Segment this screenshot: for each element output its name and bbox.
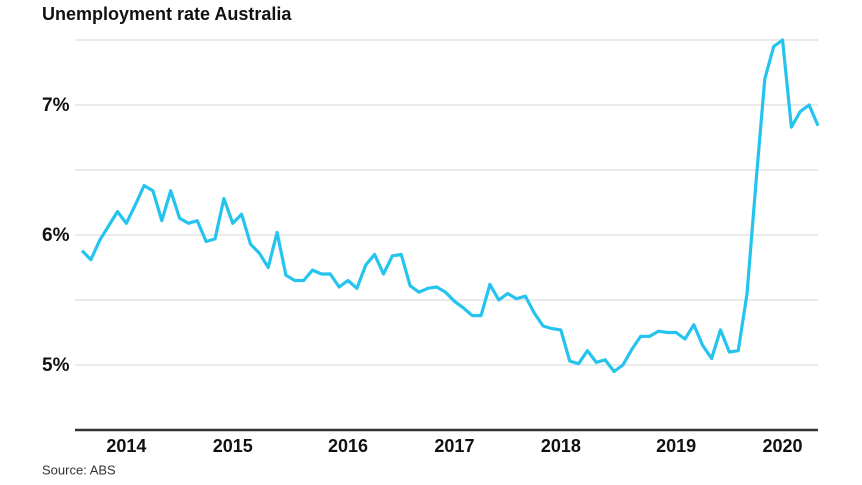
x-tick-label: 2020 bbox=[763, 436, 803, 456]
x-tick-label: 2018 bbox=[541, 436, 581, 456]
y-tick-label: 6% bbox=[42, 225, 70, 246]
chart-title: Unemployment rate Australia bbox=[42, 4, 292, 24]
x-tick-label: 2014 bbox=[106, 436, 146, 456]
line bbox=[80, 38, 820, 374]
x-tick-label: 2016 bbox=[328, 436, 368, 456]
x-tick-label: 2019 bbox=[656, 436, 696, 456]
x-tick-label: 2015 bbox=[213, 436, 253, 456]
source: Source: ABS bbox=[42, 462, 116, 477]
y-tick-label: 7% bbox=[42, 95, 70, 116]
y-tick-label: 5% bbox=[42, 355, 70, 376]
x-tick-label: 2017 bbox=[434, 436, 474, 456]
